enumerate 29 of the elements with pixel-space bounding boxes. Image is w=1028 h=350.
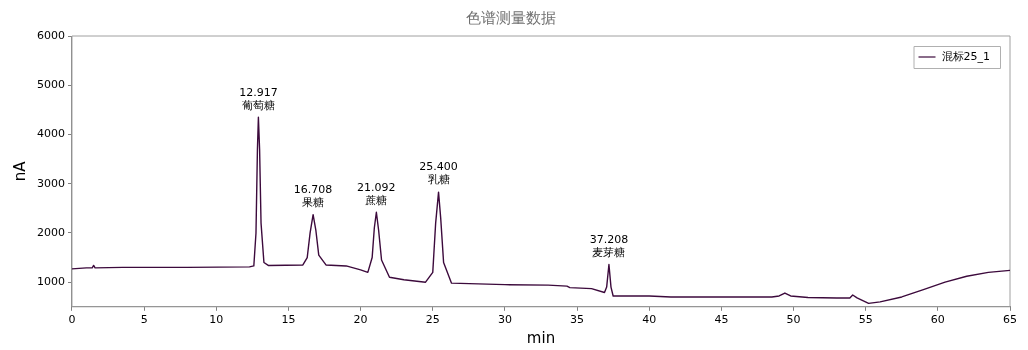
x-tick-label: 45 [714, 313, 729, 327]
x-tick-label: 20 [353, 313, 368, 327]
x-tick-label: 65 [1003, 313, 1017, 327]
annotation: 21.092 蔗糖 [357, 180, 396, 207]
y-tick-label: 6000 [36, 28, 65, 42]
x-tick-label: 30 [497, 313, 512, 327]
x-tick-label: 35 [570, 313, 585, 327]
x-tick-label: 60 [930, 313, 945, 327]
x-tick-label: 50 [786, 313, 801, 327]
annotation: 12.917 葡萄糖 [239, 85, 278, 112]
x-tick-label: 5 [140, 313, 148, 327]
x-tick-label: 25 [425, 313, 440, 327]
x-tick-label: 10 [209, 313, 224, 327]
chart-title: 色谱测量数据 [466, 8, 556, 27]
legend-label: 混标25_1 [941, 49, 991, 63]
x-tick-label: 0 [68, 313, 76, 327]
x-tick-label: 40 [642, 313, 657, 327]
y-tick-label: 1000 [36, 275, 65, 289]
x-tick-label: 15 [281, 313, 296, 327]
y-tick-label: 4000 [36, 127, 65, 141]
y-tick-label: 3000 [36, 176, 65, 190]
annotation: 25.400 乳糖 [419, 160, 458, 187]
annotation: 16.708 果糖 [293, 183, 333, 210]
y-tick-label: 5000 [36, 78, 65, 92]
y-tick-label: 2000 [36, 225, 65, 239]
x-axis-title: min [526, 328, 556, 347]
x-tick-label: 55 [858, 313, 873, 327]
y-axis-title: nA [10, 160, 29, 182]
annotation: 37.208 麦芽糖 [589, 232, 629, 259]
